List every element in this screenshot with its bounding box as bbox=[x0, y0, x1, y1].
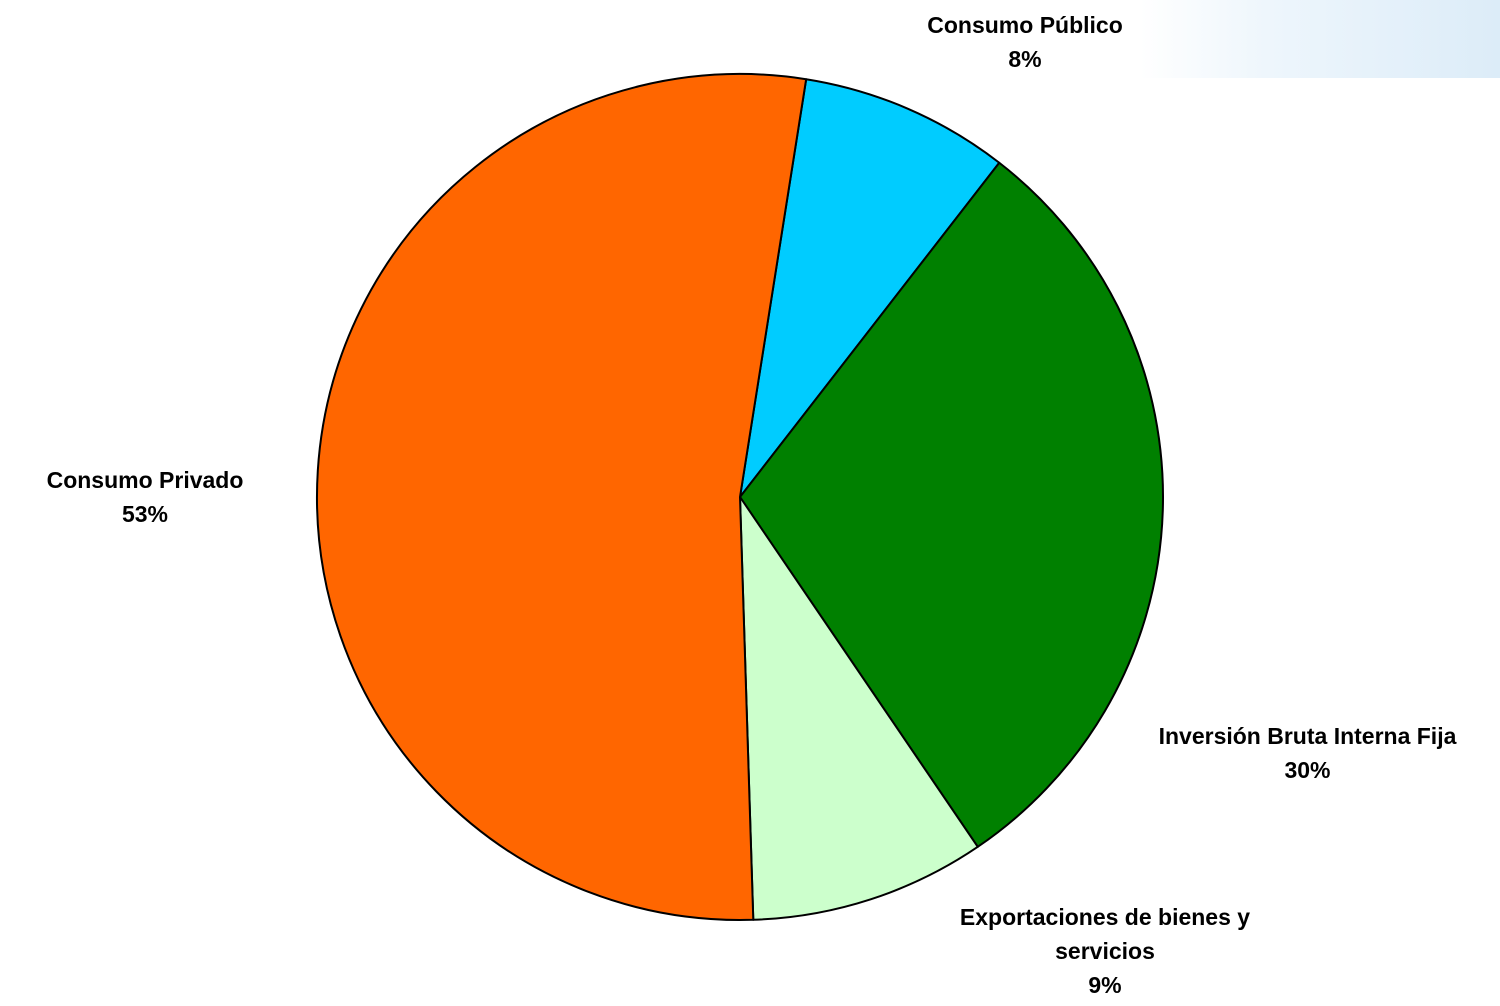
slice-label-inversion-bruta: Inversión Bruta Interna Fija 30% bbox=[1115, 719, 1500, 787]
slice-label-name: Consumo Público bbox=[927, 12, 1123, 38]
slice-label-name: Inversión Bruta Interna Fija bbox=[1158, 723, 1457, 749]
slice-label-percent: 9% bbox=[1088, 972, 1122, 998]
slice-label-name-line-1: Exportaciones de bienes y bbox=[959, 904, 1251, 930]
pie-slice-inversion-bruta-interna-fija bbox=[739, 161, 1164, 848]
slice-label-percent: 53% bbox=[121, 501, 169, 527]
corner-gradient-decoration bbox=[1140, 0, 1500, 78]
pie-slice-consumo-privado bbox=[315, 73, 808, 921]
slice-label-exportaciones: Exportaciones de bienes y servicios 9% bbox=[905, 900, 1305, 1002]
slice-label-consumo-publico: Consumo Público 8% bbox=[890, 8, 1160, 76]
pie-slice-exportaciones-de-bienes-y-servicios bbox=[739, 496, 979, 921]
slice-label-percent: 30% bbox=[1284, 757, 1331, 783]
pie-slice-consumo-publico bbox=[739, 78, 1001, 498]
slice-label-name: Consumo Privado bbox=[46, 467, 244, 493]
slice-label-name-line-2: servicios bbox=[1055, 938, 1155, 964]
slice-label-consumo-privado: Consumo Privado 53% bbox=[0, 463, 290, 531]
slice-label-percent: 8% bbox=[1008, 46, 1042, 72]
